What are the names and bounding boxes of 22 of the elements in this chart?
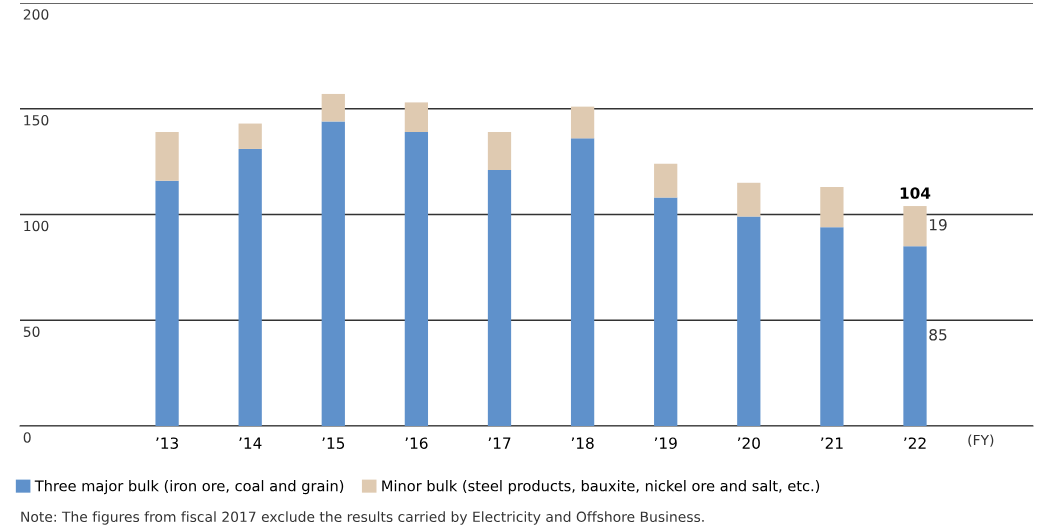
legend-label: Minor bulk (steel products, bauxite, nickel ore and salt, etc.) bbox=[382, 480, 820, 495]
x-tick-label: ’14 bbox=[239, 437, 262, 449]
x-tick-label: ’17 bbox=[488, 437, 511, 449]
y-tick-label: 150 bbox=[24, 115, 49, 126]
x-tick-label: ’21 bbox=[821, 437, 843, 449]
x-tick-label: ’18 bbox=[571, 437, 594, 449]
x-tick-label: ’20 bbox=[737, 437, 760, 449]
y-tick-label: 50 bbox=[23, 326, 40, 337]
x-tick-label: ’13 bbox=[156, 437, 179, 449]
text: Note: The figures from fiscal 2017 exclude the results carried by Electricity and Offshore Business. bbox=[21, 511, 704, 525]
x-axis-title: (FY) bbox=[968, 434, 994, 447]
data-label: 19 bbox=[929, 219, 947, 231]
y-tick-label: 200 bbox=[23, 9, 49, 20]
x-tick-label: ’22 bbox=[904, 437, 926, 449]
y-tick-label: 100 bbox=[24, 220, 49, 232]
y-tick-label: 0 bbox=[23, 432, 31, 443]
data-label: 85 bbox=[929, 328, 947, 341]
x-tick-label: ’15 bbox=[322, 437, 345, 449]
total-label: 104 bbox=[900, 187, 931, 199]
x-tick-label: ’19 bbox=[654, 437, 677, 449]
legend-label: Three major bulk (iron ore, coal and grain) bbox=[34, 480, 344, 495]
x-tick-label: ’16 bbox=[405, 437, 428, 449]
